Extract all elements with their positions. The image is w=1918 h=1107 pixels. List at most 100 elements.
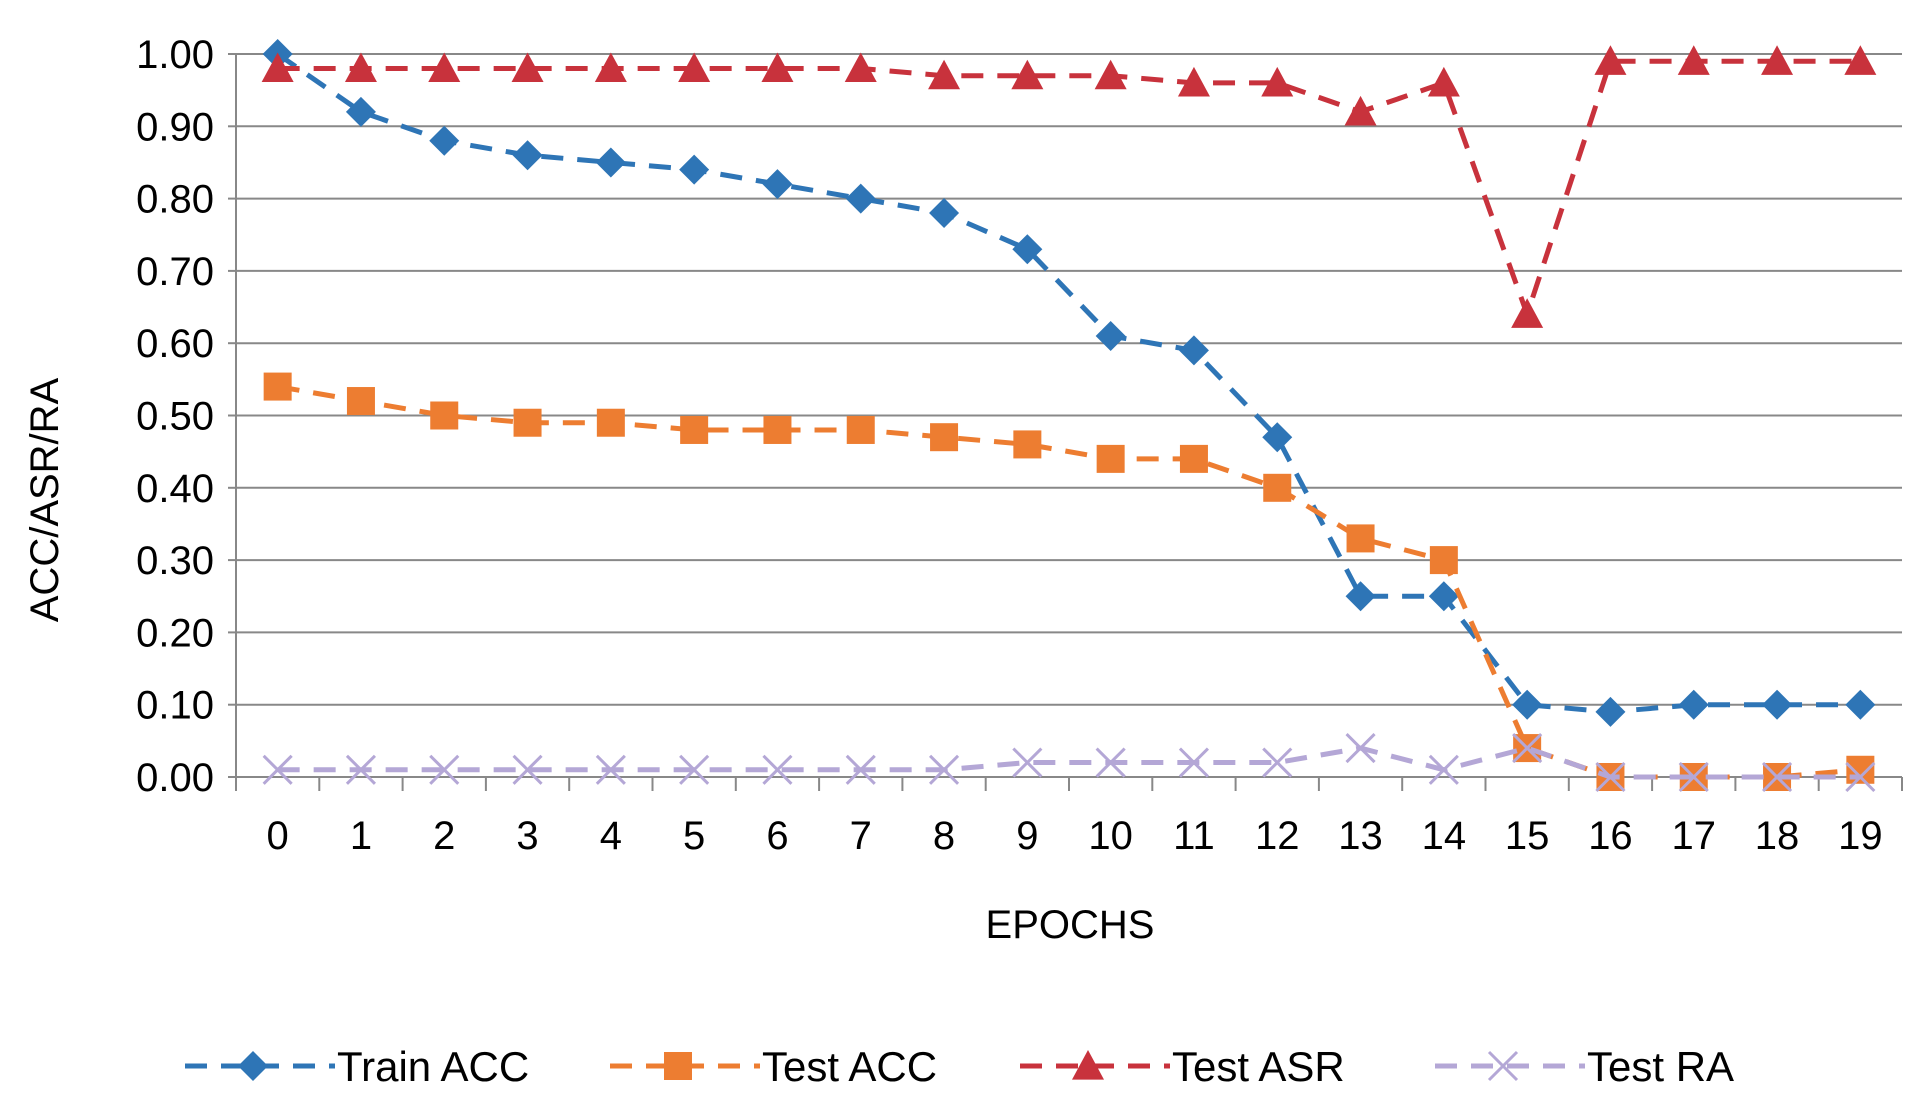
data-point [346,387,375,416]
data-point [513,408,542,437]
data-point [1846,755,1875,784]
legend-item: Test RA [1435,1043,1734,1090]
data-point [344,52,377,83]
data-point [1011,59,1044,90]
data-point [679,754,710,785]
data-point [929,198,960,229]
data-point [345,96,376,127]
data-point [1678,761,1709,793]
y-tick-label: 0.20 [136,611,214,655]
gridlines [236,53,1902,706]
data-point [846,415,875,444]
legend-label: Test RA [1587,1043,1734,1090]
data-point [928,59,961,90]
series-line [277,384,1861,780]
data-point [428,52,461,83]
y-tick-label: 0.40 [136,467,214,511]
data-point [1178,335,1209,366]
data-point [762,169,793,200]
data-point [928,754,960,785]
data-point [1594,45,1627,75]
data-point [1762,689,1793,720]
data-point [1761,45,1794,75]
data-point [1845,689,1876,720]
data-point [262,754,293,785]
x-tick-label: 12 [1255,814,1300,858]
legend-item: Test ASR [1020,1043,1345,1090]
data-point [1263,473,1292,502]
data-point [1094,59,1127,90]
y-tick-label: 0.50 [136,395,214,439]
x-tick-label: 14 [1422,814,1467,858]
data-point [1012,747,1043,778]
data-point [930,423,959,452]
x-tick-label: 19 [1838,814,1883,858]
data-point [1095,320,1126,351]
data-point [1512,733,1543,764]
data-point [1427,66,1460,97]
data-point [512,140,543,171]
data-point [845,183,876,214]
legend-marker [1487,1050,1519,1082]
y-tick-label: 0.90 [136,105,214,149]
data-point [1428,581,1459,612]
x-tick-labels: 0 1 2 3 4 5 6 7 8 9 10 11 12 13 14 15 16 17 18 19 [267,814,1883,858]
data-point [1429,546,1458,575]
series-layer [261,39,1877,793]
data-point [1177,66,1210,97]
series-line [277,745,1861,780]
data-point [1595,761,1626,793]
y-tick-label: 0.10 [136,684,214,728]
data-point [762,754,793,785]
data-point [512,754,543,785]
data-point [1179,444,1208,473]
data-point [1345,581,1376,612]
data-point [1844,45,1877,75]
data-point [1262,747,1293,778]
data-point [844,52,877,83]
series-line [277,58,1861,317]
x-tick-label: 9 [1016,814,1038,858]
data-point [761,52,794,83]
x-tick-label: 16 [1588,814,1633,858]
x-tick-label: 15 [1505,814,1550,858]
data-point [763,415,792,444]
data-point [1677,45,1710,75]
series-test-ra [262,733,1876,793]
data-point [595,147,626,178]
data-point [429,125,460,156]
data-point [429,754,460,785]
x-tick-label: 10 [1088,814,1133,858]
data-point [845,754,876,785]
y-tick-label: 0.80 [136,178,214,222]
data-point [1096,444,1125,473]
legend-item: Train ACC [185,1043,529,1090]
data-point [1013,430,1042,459]
series-test-acc [263,372,1875,791]
legend-marker [238,1051,268,1081]
legend-marker [1072,1050,1104,1080]
x-tick-label: 6 [766,814,788,858]
data-point [1012,234,1043,265]
data-point [261,52,294,83]
x-tick-label: 1 [350,814,372,858]
data-point [1346,524,1375,553]
data-point [594,52,627,83]
series-train-acc [262,39,1876,727]
x-tick-label: 13 [1338,814,1383,858]
x-tick-label: 7 [850,814,872,858]
legend-label: Test ACC [762,1043,937,1090]
x-tick-label: 11 [1173,814,1215,858]
data-point [1428,754,1459,785]
legend-label: Test ASR [1172,1043,1345,1090]
x-axis-title: EPOCHS [986,903,1155,947]
axes [228,53,1903,791]
y-tick-label: 0.60 [136,322,214,366]
y-tick-label: 0.30 [136,539,214,583]
y-axis-title: ACC/ASR/RA [23,377,67,622]
series-test-asr [261,45,1877,328]
data-point [1262,422,1293,453]
data-point [511,52,544,83]
data-point [430,401,459,430]
